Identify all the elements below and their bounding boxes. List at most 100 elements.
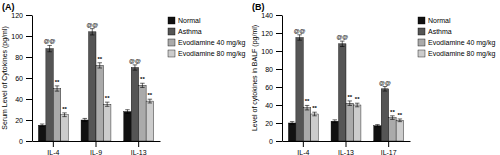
y-tick: 20 [15,117,32,124]
annotation: ** [97,56,102,62]
series [46,29,139,141]
y-tick: 0 [269,138,282,145]
legend-swatch [418,28,425,35]
error-bar [347,101,351,106]
y-tick: 120 [11,12,32,19]
error-bar [133,65,137,70]
legend-entry: Normal [418,17,451,24]
legend-entry: Evodiamine 80 mg/kg [168,50,245,58]
y-tick-mark [276,51,282,52]
bar [124,112,131,141]
bar [53,89,60,142]
y-axis: 0 20 40 60 80 100 120 [11,12,32,145]
y-tick-label: 20 [15,117,23,124]
y-label: Level of cytokines in BALF (pg/ml) [251,25,259,131]
panel-title: (B) [252,2,265,12]
y-tick-label: 20 [265,120,273,127]
y-tick-mark [276,87,282,88]
legend-swatch [168,39,175,46]
bar [38,125,45,141]
x-tick-label: IL-13 [338,149,354,155]
bar [296,38,303,142]
y-tick-mark [26,15,32,16]
annotations: @@@@@@************ [44,22,153,112]
y-tick-label: 120 [261,30,273,37]
annotation: ** [105,95,110,101]
y-tick: 120 [261,30,282,37]
legend-label: Normal [178,17,201,24]
y-tick-label: 60 [265,84,273,91]
error-bar [40,124,44,127]
y-tick-mark [26,78,32,79]
annotation: ** [55,79,60,85]
error-bar [55,86,59,91]
bar [389,118,396,141]
bar [311,114,318,141]
x-tick-mark [53,141,54,147]
x-tick-mark [138,141,139,147]
bar [81,120,88,141]
annotation: ** [355,96,360,102]
annotation: ** [62,106,67,112]
legend-swatch [168,28,175,35]
x-tick-label: IL-4 [297,149,309,155]
legend-label: Asthma [428,28,452,35]
y-axis: 020406080100120140 [261,12,282,145]
series [311,103,404,141]
y-tick: 100 [11,33,32,40]
x-tick-mark [96,141,97,147]
error-bar [375,125,379,127]
error-bar [90,29,94,35]
legend-swatch [418,39,425,46]
error-bar [97,63,101,68]
panel: 020406080100120140IL-4IL-13IL-17@@@@@@**… [251,2,495,155]
y-tick-mark [26,120,32,121]
legend-swatch [418,17,425,24]
y-tick-mark [276,123,282,124]
y-tick-mark [26,99,32,100]
y-tick-label: 120 [11,12,23,19]
x-tick-label: IL-17 [381,149,397,155]
plot-marks [288,35,403,141]
annotation: @@ [86,22,98,28]
annotation: @@ [336,34,348,40]
legend-swatch [418,50,425,57]
x-tick-label: IL-4 [47,149,59,155]
error-bar [105,102,109,106]
error-bar [398,119,402,122]
error-bar [305,105,309,110]
annotation: ** [347,94,352,100]
error-bar [290,122,294,125]
error-bar [47,45,51,51]
x-tick-mark [346,141,347,147]
y-tick-label: 60 [15,75,23,82]
annotation: @@ [129,58,141,64]
y-tick-mark [26,36,32,37]
y-tick: 60 [15,75,32,82]
x-tick: IL-4 [297,141,309,155]
error-bar [333,120,337,123]
legend-label: Evodiamine 40 mg/kg [428,39,495,47]
annotations: @@@@@@************ [294,28,403,118]
x-tick: IL-17 [381,141,397,155]
series [296,35,389,141]
bar [103,104,110,141]
annotation: ** [312,105,317,111]
chart-root: 020406080100120IL-4IL-9IL-13@@@@@@******… [0,0,500,155]
y-tick: 40 [265,102,282,109]
y-axis-line [32,16,33,142]
y-tick-label: 80 [15,54,23,61]
panel: 020406080100120IL-4IL-9IL-13@@@@@@******… [1,2,245,155]
y-tick-mark [26,141,32,142]
error-bar [83,118,87,121]
bar [346,103,353,141]
y-tick: 0 [19,138,32,145]
y-tick-label: 40 [15,96,23,103]
error-bar [355,103,359,107]
annotation: ** [390,109,395,115]
annotation: ** [140,76,145,82]
bar [339,44,346,141]
legend-swatch [168,17,175,24]
bar [46,49,53,141]
y-tick-mark [276,105,282,106]
